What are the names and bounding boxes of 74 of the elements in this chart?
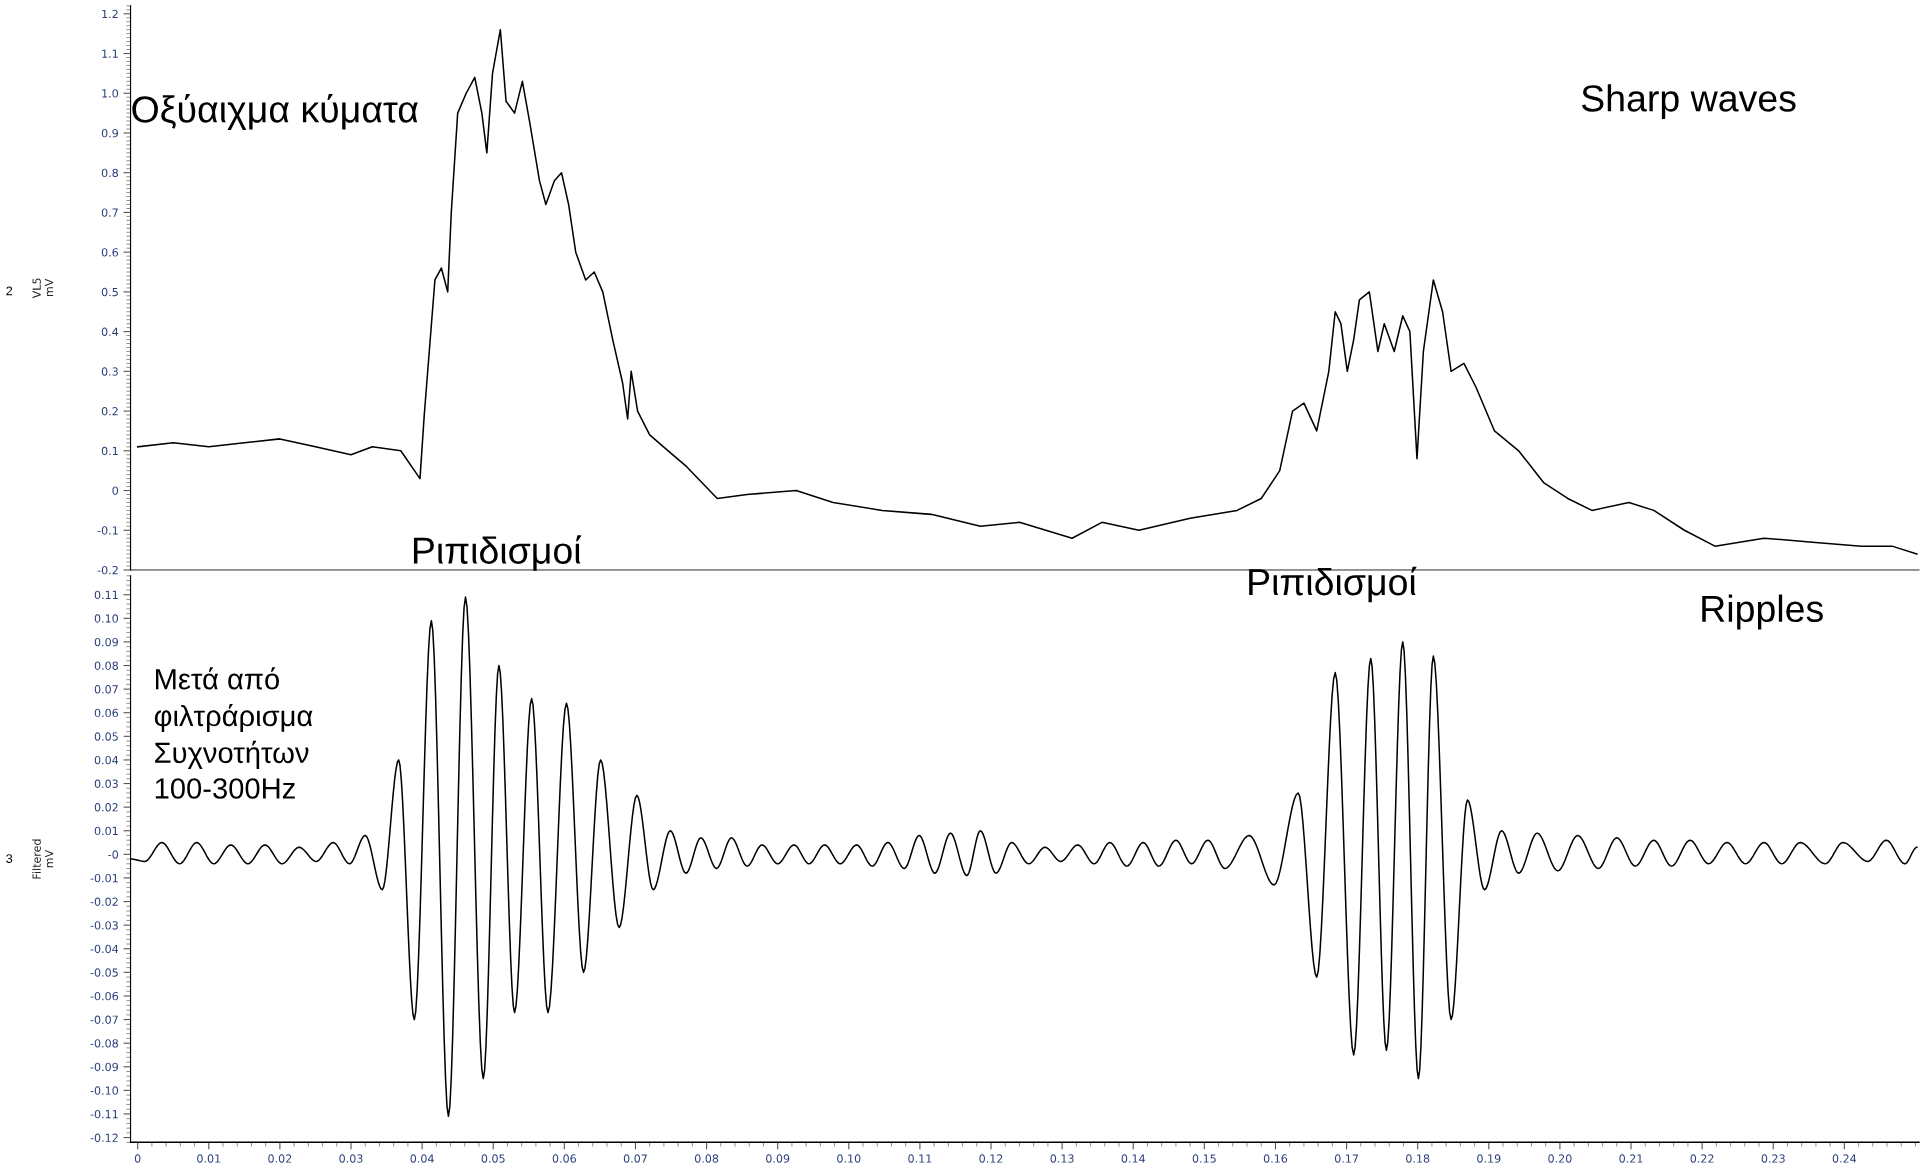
y-tick-label: 0.02 bbox=[94, 803, 118, 812]
x-tick-label: 0.13 bbox=[1050, 1154, 1074, 1163]
y-tick-label: -0.09 bbox=[90, 1062, 118, 1072]
x-tick-label: 0.02 bbox=[268, 1154, 292, 1163]
y-tick-label: 0.4 bbox=[101, 327, 119, 336]
y-tick-label: 0.06 bbox=[94, 708, 119, 718]
y-tick-label: 0.6 bbox=[101, 248, 119, 257]
annotation: Ριπιδισμοί bbox=[413, 535, 582, 571]
x-tick-label: 0.06 bbox=[552, 1154, 577, 1163]
x-tick-label: 0.19 bbox=[1477, 1154, 1501, 1163]
text: 3 bbox=[6, 854, 13, 863]
annotation: Μετά από φιλτράρισμα Συχνοτήτων 100-300Hz bbox=[154, 667, 313, 799]
y-tick-label: 0.09 bbox=[94, 637, 118, 647]
x-tick-label: 0.11 bbox=[908, 1154, 932, 1163]
x-tick-label: 0.20 bbox=[1548, 1154, 1572, 1163]
y-tick-label: 0.7 bbox=[101, 208, 118, 217]
annotation: Ripples bbox=[1702, 594, 1823, 630]
y-tick-label: -0.1 bbox=[97, 526, 118, 535]
x-tick-label: 0.08 bbox=[694, 1154, 719, 1163]
x-tick-label: 0.10 bbox=[837, 1154, 861, 1163]
x-tick-label: 0 bbox=[134, 1154, 141, 1163]
y-tick-label: 0.8 bbox=[101, 168, 118, 178]
y-tick-label: -0.03 bbox=[90, 921, 118, 930]
x-tick-label: 0.24 bbox=[1832, 1154, 1857, 1163]
x-tick-label: 0.17 bbox=[1334, 1154, 1358, 1163]
y-tick-label: -0.11 bbox=[90, 1109, 118, 1119]
x-tick-label: 0.03 bbox=[339, 1154, 363, 1163]
y-tick-label: 0.1 bbox=[101, 446, 118, 456]
y-axis-title: Filtered mV bbox=[32, 839, 54, 879]
x-tick-label: 0.22 bbox=[1690, 1154, 1714, 1163]
y-tick-label: -0.07 bbox=[90, 1015, 118, 1024]
y-tick-label: -0.08 bbox=[90, 1039, 118, 1048]
y-tick-label: -0.10 bbox=[90, 1086, 119, 1095]
y-tick-label: -0.04 bbox=[90, 944, 119, 954]
x-tick-label: 0.14 bbox=[1121, 1154, 1145, 1163]
y-tick-label: 0.9 bbox=[101, 128, 118, 138]
y-tick-label: 0.5 bbox=[101, 287, 118, 297]
x-tick-label: 0.01 bbox=[197, 1154, 221, 1163]
y-tick-label: 0.10 bbox=[94, 614, 119, 623]
x-tick-label: 0.18 bbox=[1406, 1154, 1430, 1163]
x-tick-label: 0.05 bbox=[481, 1154, 505, 1163]
x-tick-label: 0.23 bbox=[1761, 1154, 1785, 1163]
y-tick-label: 0.3 bbox=[101, 367, 118, 376]
y-tick-label: 0.01 bbox=[94, 826, 118, 836]
y-tick-label: 0.2 bbox=[101, 407, 118, 416]
y-tick-label: -0.2 bbox=[97, 565, 118, 575]
y-tick-label: -0.12 bbox=[90, 1133, 118, 1142]
x-tick-label: 0.09 bbox=[766, 1154, 790, 1163]
y-tick-label: 0.07 bbox=[94, 685, 118, 694]
y-tick-label: -0.02 bbox=[90, 897, 118, 906]
x-tick-label: 0.04 bbox=[410, 1154, 434, 1163]
x-tick-label: 0.07 bbox=[623, 1154, 647, 1163]
y-tick-label: -0.01 bbox=[90, 873, 118, 883]
y-tick-label: 0.05 bbox=[94, 732, 118, 741]
annotation: Ριπιδισμοί bbox=[1249, 566, 1417, 603]
annotation: Sharp waves bbox=[1581, 84, 1796, 120]
y-tick-label: 1.0 bbox=[102, 89, 119, 98]
y-tick-label: 0.03 bbox=[94, 779, 118, 788]
y-tick-label: -0.06 bbox=[90, 991, 119, 1001]
y-axis-title: VL5 mV bbox=[32, 278, 54, 299]
annotation: Οξύαιχμα κύματα bbox=[132, 94, 418, 131]
y-tick-label: 0.08 bbox=[94, 661, 118, 670]
y-tick-label: 0.04 bbox=[94, 755, 119, 765]
y-tick-label: 0 bbox=[112, 486, 119, 495]
y-tick-label: -0.05 bbox=[90, 968, 118, 977]
y-tick-label: -0 bbox=[108, 850, 119, 859]
y-tick-label: 1.1 bbox=[102, 49, 118, 58]
x-tick-label: 0.16 bbox=[1263, 1154, 1288, 1163]
y-tick-label: 0.11 bbox=[94, 590, 118, 600]
text: 2 bbox=[6, 286, 13, 296]
x-tick-label: 0.21 bbox=[1619, 1154, 1643, 1163]
x-tick-label: 0.15 bbox=[1192, 1154, 1216, 1163]
x-tick-label: 0.12 bbox=[979, 1154, 1003, 1163]
y-tick-label: 1.2 bbox=[102, 9, 118, 19]
